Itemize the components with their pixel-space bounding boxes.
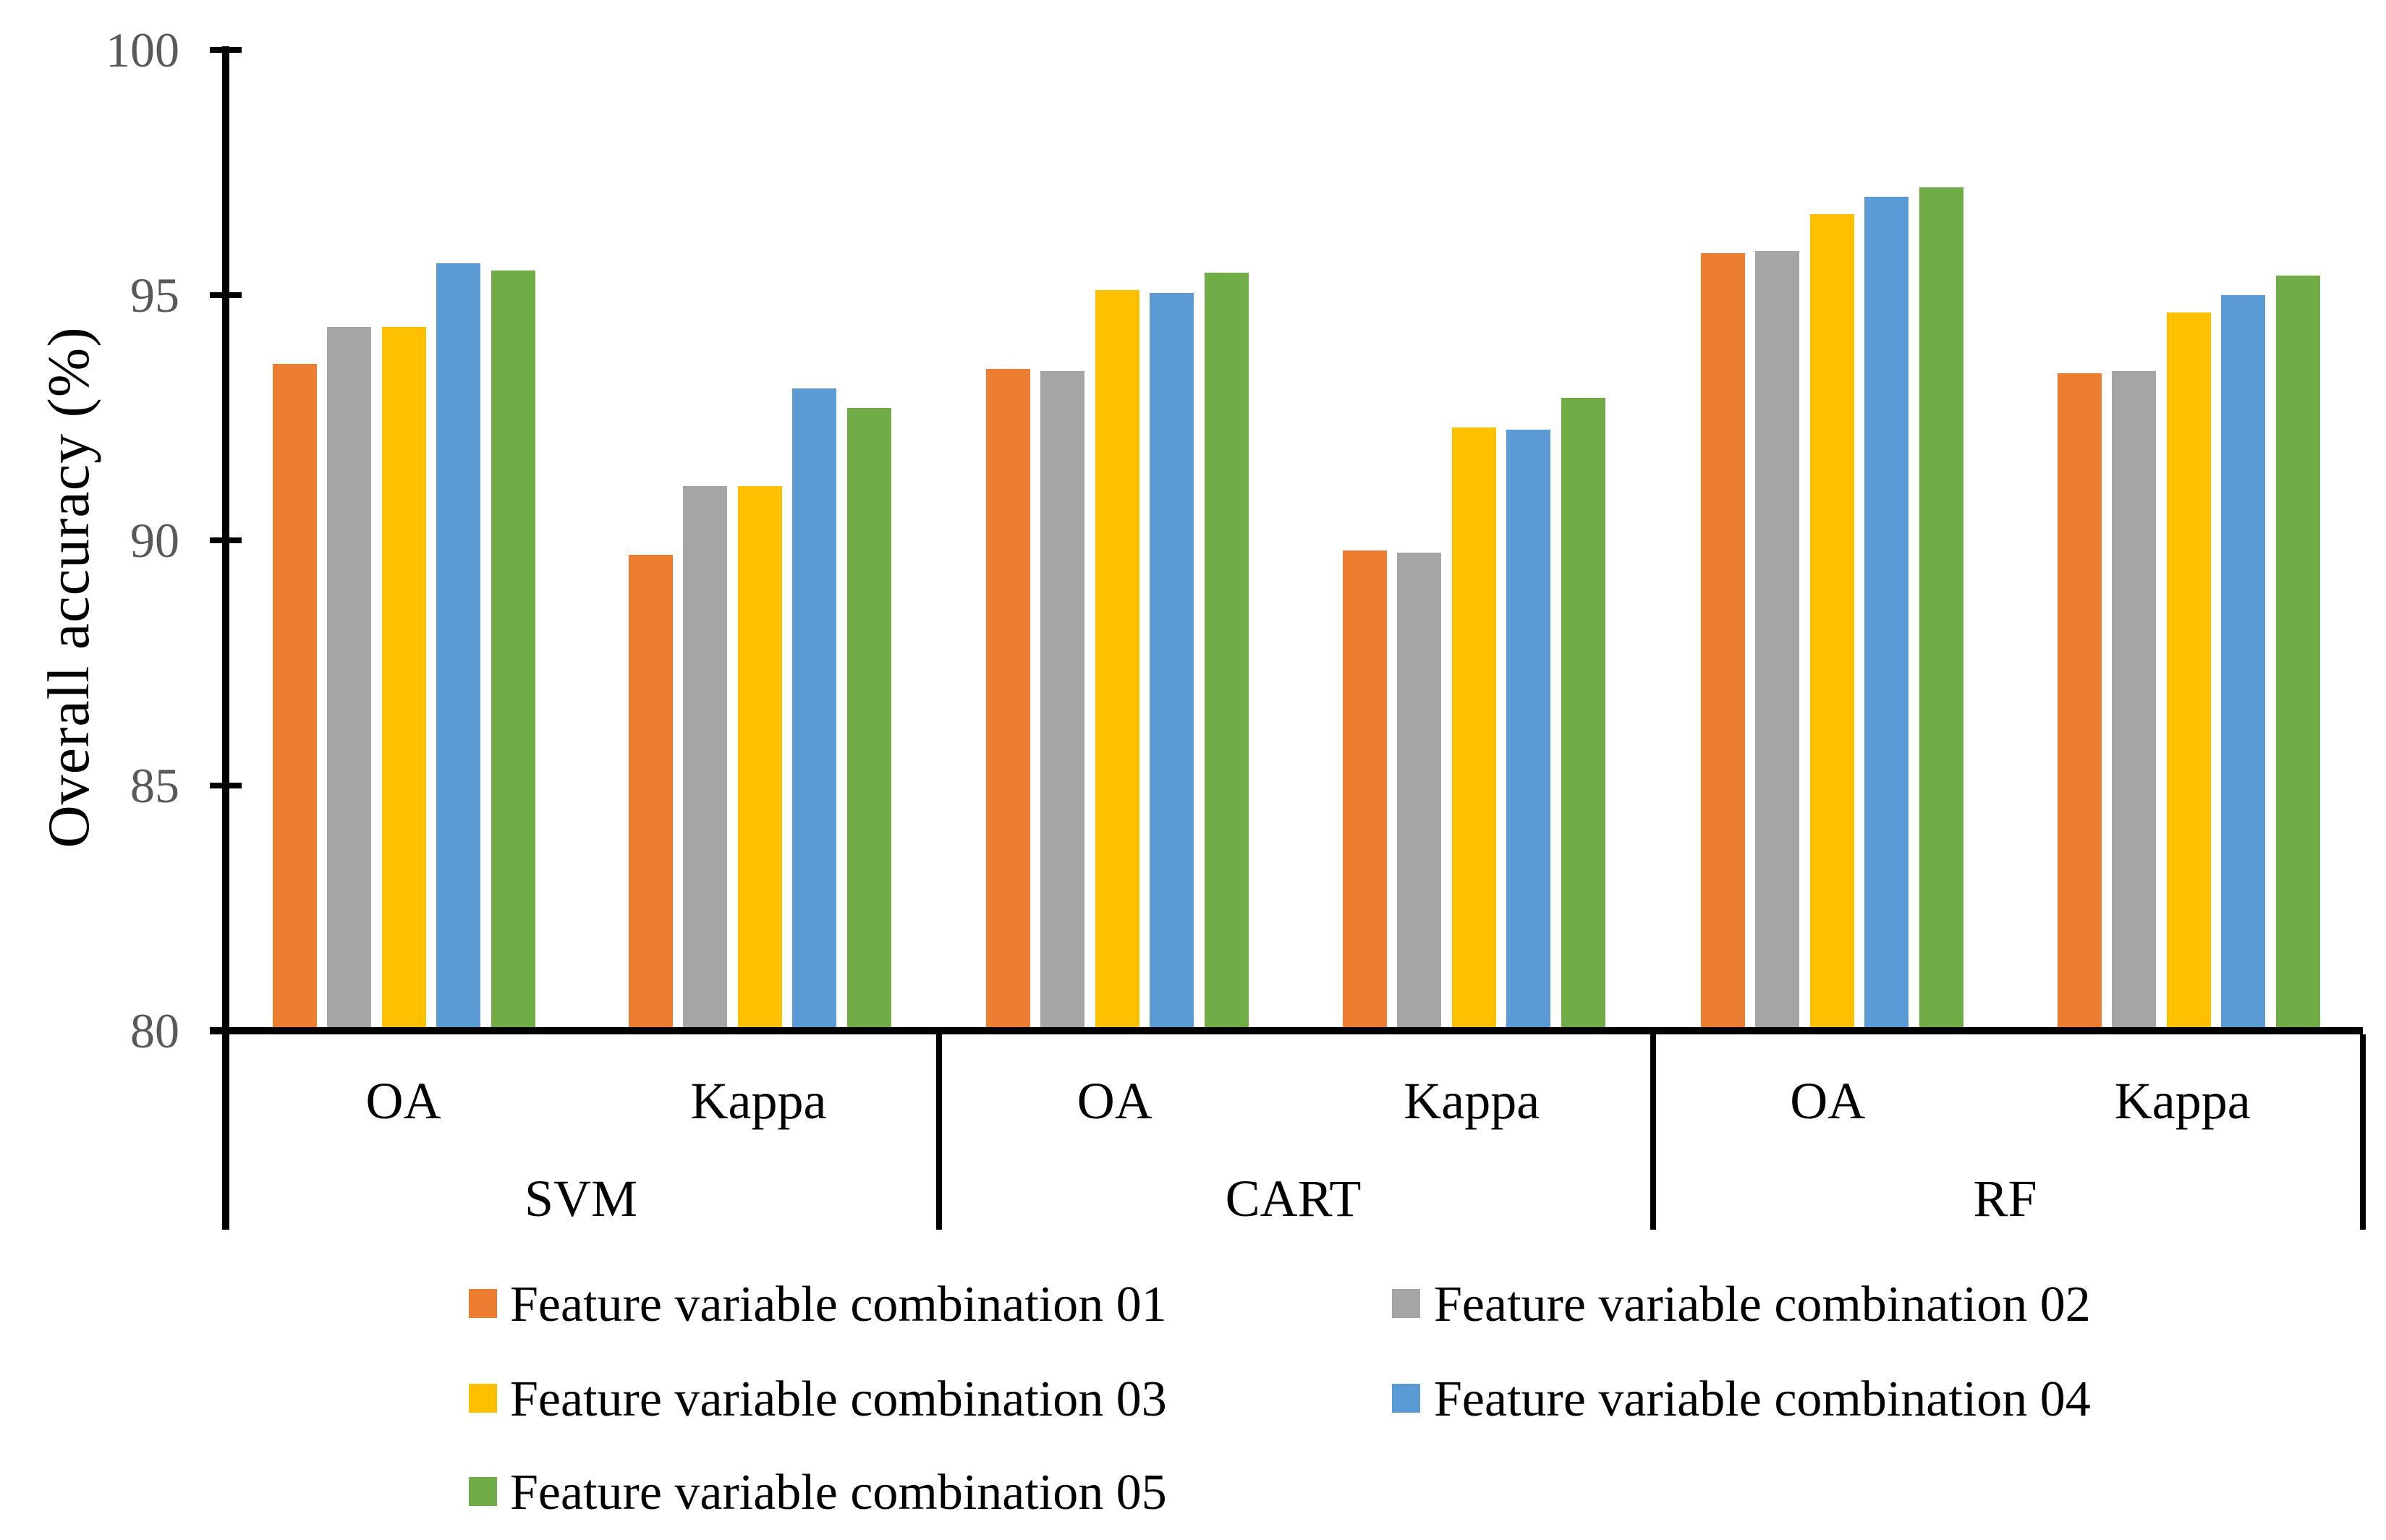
bar-rf-kappa-s3 bbox=[2167, 312, 2211, 1031]
bar-rf-oa-s2 bbox=[1755, 250, 1799, 1031]
y-tick-mark bbox=[210, 292, 242, 298]
y-tick-label: 85 bbox=[130, 758, 179, 813]
bar-cart-oa-s3 bbox=[1095, 290, 1139, 1031]
bar-rf-kappa-s1 bbox=[2058, 373, 2102, 1031]
category-divider bbox=[936, 1034, 942, 1230]
y-tick-mark bbox=[210, 783, 242, 788]
method-label-cart: CART bbox=[1225, 1170, 1362, 1228]
metric-label-rf-oa: OA bbox=[1790, 1072, 1866, 1130]
legend-label-3: Feature variable combination 03 bbox=[510, 1371, 1167, 1427]
legend-swatch-4 bbox=[1392, 1384, 1420, 1413]
bar-svm-oa-s4 bbox=[436, 263, 480, 1031]
bar-svm-kappa-s2 bbox=[683, 486, 727, 1031]
bar-cart-kappa-s5 bbox=[1561, 398, 1605, 1031]
y-tick-label: 95 bbox=[130, 268, 179, 323]
bar-svm-oa-s3 bbox=[382, 327, 426, 1031]
bar-svm-kappa-s4 bbox=[792, 388, 836, 1031]
legend-label-4: Feature variable combination 04 bbox=[1434, 1371, 2091, 1427]
metric-label-svm-kappa: Kappa bbox=[690, 1072, 827, 1130]
y-axis-line bbox=[222, 46, 229, 1230]
category-divider bbox=[2360, 1034, 2366, 1230]
metric-label-svm-oa: OA bbox=[365, 1072, 441, 1130]
bar-svm-kappa-s5 bbox=[847, 407, 891, 1031]
legend-swatch-5 bbox=[469, 1477, 497, 1506]
x-axis-line bbox=[210, 1027, 2363, 1034]
legend-label-5: Feature variable combination 05 bbox=[510, 1465, 1167, 1520]
bar-cart-kappa-s1 bbox=[1343, 550, 1387, 1031]
y-tick-label: 90 bbox=[130, 513, 179, 568]
legend-swatch-1 bbox=[469, 1289, 497, 1318]
metric-label-cart-oa: OA bbox=[1077, 1072, 1152, 1130]
bar-cart-oa-s5 bbox=[1205, 273, 1249, 1031]
metric-label-cart-kappa: Kappa bbox=[1404, 1072, 1540, 1130]
bar-svm-kappa-s3 bbox=[738, 486, 782, 1031]
bar-cart-kappa-s2 bbox=[1397, 552, 1441, 1031]
bar-rf-oa-s1 bbox=[1701, 253, 1745, 1031]
y-tick-mark bbox=[210, 537, 242, 543]
bar-cart-oa-s1 bbox=[986, 368, 1030, 1031]
bar-svm-kappa-s1 bbox=[629, 555, 673, 1031]
y-tick-label: 100 bbox=[106, 22, 179, 77]
metric-label-rf-kappa: Kappa bbox=[2114, 1072, 2251, 1130]
bar-rf-kappa-s2 bbox=[2112, 371, 2156, 1031]
bar-rf-oa-s5 bbox=[1919, 187, 1963, 1031]
bar-rf-oa-s3 bbox=[1810, 214, 1854, 1031]
bar-rf-kappa-s5 bbox=[2276, 275, 2320, 1031]
bar-cart-kappa-s3 bbox=[1452, 427, 1496, 1031]
bar-cart-kappa-s4 bbox=[1506, 430, 1550, 1031]
y-tick-label: 80 bbox=[130, 1003, 179, 1058]
category-divider bbox=[1650, 1034, 1656, 1230]
legend-label-1: Feature variable combination 01 bbox=[510, 1277, 1167, 1332]
bar-rf-kappa-s4 bbox=[2221, 295, 2265, 1031]
bar-rf-oa-s4 bbox=[1864, 197, 1909, 1031]
bar-cart-oa-s2 bbox=[1040, 371, 1084, 1031]
bar-svm-oa-s2 bbox=[327, 327, 371, 1031]
method-label-rf: RF bbox=[1973, 1170, 2037, 1228]
legend-label-2: Feature variable combination 02 bbox=[1434, 1277, 2091, 1332]
legend-swatch-3 bbox=[469, 1384, 497, 1413]
method-label-svm: SVM bbox=[524, 1170, 638, 1228]
y-tick-mark bbox=[210, 47, 242, 53]
legend-swatch-2 bbox=[1392, 1289, 1420, 1318]
bar-svm-oa-s1 bbox=[273, 363, 317, 1031]
bar-svm-oa-s5 bbox=[491, 271, 535, 1031]
bar-cart-oa-s4 bbox=[1150, 292, 1194, 1031]
